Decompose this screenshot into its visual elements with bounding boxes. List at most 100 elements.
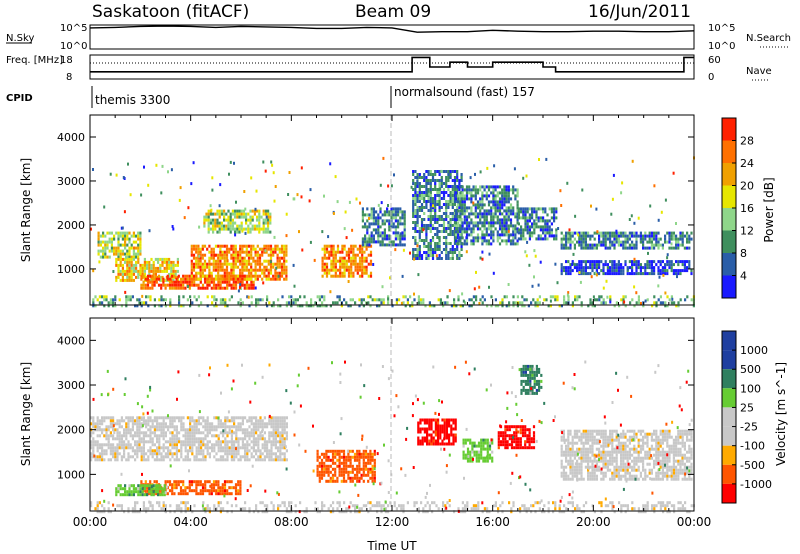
data-cell [517, 213, 520, 217]
data-cell [210, 489, 213, 493]
data-cell [97, 240, 100, 244]
data-cell [252, 274, 255, 278]
data-cell [252, 280, 255, 284]
data-cell [285, 449, 288, 453]
data-cell [171, 431, 174, 435]
data-cell [681, 260, 684, 264]
data-cell [202, 419, 205, 423]
data-cell [92, 446, 95, 450]
data-cell [548, 234, 551, 238]
data-cell [668, 240, 671, 244]
data-cell [439, 298, 442, 302]
data-cell [137, 252, 140, 256]
data-cell [186, 492, 189, 496]
data-cell [254, 277, 257, 281]
data-cell [186, 486, 189, 490]
data-cell [155, 480, 158, 484]
data-cell [201, 486, 205, 490]
data-cell [255, 422, 258, 426]
data-cell [496, 191, 499, 195]
data-cell [347, 253, 351, 257]
scatter-point [473, 287, 476, 291]
data-cell [121, 278, 124, 282]
data-cell [207, 215, 210, 219]
data-cell [230, 283, 233, 287]
data-cell [598, 295, 601, 299]
data-cell [223, 274, 227, 278]
data-cell [531, 207, 534, 211]
data-cell [213, 304, 216, 308]
data-cell [125, 295, 128, 299]
data-cell [328, 244, 331, 248]
data-cell [470, 304, 473, 308]
scatter-point [549, 299, 552, 303]
data-cell [137, 272, 140, 276]
data-cell [321, 262, 324, 266]
data-cell [622, 240, 625, 244]
data-cell [620, 272, 623, 276]
scatter-point [660, 210, 663, 214]
data-cell [115, 246, 118, 250]
data-cell [241, 247, 244, 251]
data-cell [268, 452, 271, 456]
data-cell [169, 449, 172, 453]
data-cell [138, 301, 141, 305]
scatter-point [171, 225, 174, 228]
data-cell [94, 425, 97, 429]
data-cell [250, 428, 253, 432]
data-cell [137, 249, 140, 253]
data-cell [365, 301, 368, 305]
data-cell [622, 231, 625, 235]
data-cell [259, 425, 262, 429]
data-cell [463, 215, 466, 219]
data-cell [509, 239, 513, 243]
scatter-point [359, 201, 361, 205]
data-cell [281, 422, 284, 426]
cpid-entry-2: normalsound (fast) 157 [394, 85, 535, 99]
data-cell [367, 295, 370, 299]
data-cell [329, 449, 332, 453]
data-cell [182, 277, 185, 281]
data-cell [420, 176, 424, 179]
data-cell [363, 250, 366, 254]
data-cell [240, 215, 243, 219]
data-cell [481, 185, 484, 189]
data-cell [135, 260, 138, 264]
data-cell [445, 239, 448, 242]
data-cell [158, 434, 161, 438]
data-cell [96, 458, 99, 462]
data-cell [517, 216, 520, 220]
data-cell [445, 185, 448, 188]
data-cell [158, 449, 161, 453]
data-cell [94, 295, 97, 299]
data-cell [438, 242, 441, 245]
data-cell [186, 458, 189, 462]
data-cell [420, 218, 424, 221]
data-cell [321, 301, 324, 305]
data-cell [562, 243, 565, 247]
data-cell [156, 416, 159, 420]
data-cell [147, 416, 150, 420]
data-cell [690, 237, 693, 241]
data-cell [279, 416, 282, 420]
data-cell [254, 271, 257, 275]
data-cell [635, 246, 638, 250]
data-cell [201, 483, 205, 487]
data-cell [135, 275, 138, 279]
data-cell [208, 256, 211, 260]
data-cell [253, 212, 256, 216]
data-cell [604, 231, 607, 235]
data-cell [445, 248, 448, 251]
data-cell [252, 440, 255, 444]
data-cell [505, 188, 508, 192]
data-cell [596, 298, 599, 302]
data-cell [205, 218, 208, 222]
data-cell [99, 255, 102, 259]
scatter-point [524, 250, 527, 254]
data-cell [553, 210, 556, 214]
scatter-point [336, 200, 339, 204]
data-cell [453, 224, 457, 227]
data-cell [578, 260, 581, 264]
data-cell [243, 265, 246, 269]
